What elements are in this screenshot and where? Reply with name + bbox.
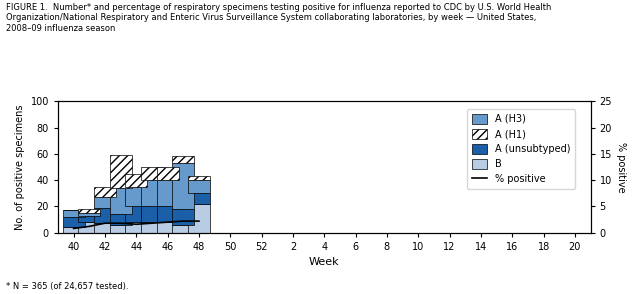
Bar bbox=[188, 204, 210, 233]
Legend: A (H3), A (H1), A (unsubtyped), B, % positive: A (H3), A (H1), A (unsubtyped), B, % pos… bbox=[467, 109, 575, 189]
Bar bbox=[141, 180, 163, 206]
Bar bbox=[94, 223, 116, 233]
Bar bbox=[78, 216, 100, 222]
Bar bbox=[110, 155, 131, 188]
Bar bbox=[126, 222, 147, 233]
Bar bbox=[63, 227, 85, 233]
Bar bbox=[141, 206, 163, 222]
Line: % positive: % positive bbox=[74, 221, 199, 228]
% positive bbox=[101, 221, 109, 225]
Bar bbox=[63, 210, 85, 217]
Bar bbox=[78, 222, 100, 233]
Y-axis label: No. of positive specimens: No. of positive specimens bbox=[15, 104, 25, 230]
% positive bbox=[179, 219, 187, 223]
Bar bbox=[172, 209, 194, 225]
X-axis label: Week: Week bbox=[309, 257, 340, 267]
% positive bbox=[133, 223, 140, 226]
Bar bbox=[141, 167, 163, 180]
Bar bbox=[78, 213, 100, 216]
% positive bbox=[70, 227, 78, 230]
% positive bbox=[195, 219, 203, 223]
Bar bbox=[110, 225, 131, 233]
% positive bbox=[117, 221, 124, 225]
% positive bbox=[148, 221, 156, 225]
Bar bbox=[63, 217, 85, 227]
Bar bbox=[156, 180, 179, 206]
% positive bbox=[85, 225, 93, 228]
Bar bbox=[126, 187, 147, 206]
Bar bbox=[110, 214, 131, 225]
Bar bbox=[188, 180, 210, 193]
Bar bbox=[172, 163, 194, 209]
Bar bbox=[141, 222, 163, 233]
% positive bbox=[163, 220, 171, 224]
Bar bbox=[172, 225, 194, 233]
Text: FIGURE 1.  Number* and percentage of respiratory specimens testing positive for : FIGURE 1. Number* and percentage of resp… bbox=[6, 3, 552, 33]
Bar bbox=[94, 208, 116, 223]
Bar bbox=[78, 209, 100, 213]
Bar bbox=[94, 187, 116, 197]
Bar bbox=[126, 173, 147, 187]
Bar bbox=[156, 167, 179, 180]
Bar bbox=[110, 188, 131, 214]
Text: * N = 365 (of 24,657 tested).: * N = 365 (of 24,657 tested). bbox=[6, 282, 129, 291]
Bar bbox=[94, 197, 116, 208]
Bar bbox=[156, 206, 179, 222]
Y-axis label: % positive: % positive bbox=[616, 142, 626, 192]
Bar bbox=[126, 206, 147, 222]
Bar bbox=[188, 176, 210, 180]
Bar bbox=[156, 222, 179, 233]
Bar bbox=[172, 156, 194, 163]
Bar bbox=[188, 193, 210, 204]
